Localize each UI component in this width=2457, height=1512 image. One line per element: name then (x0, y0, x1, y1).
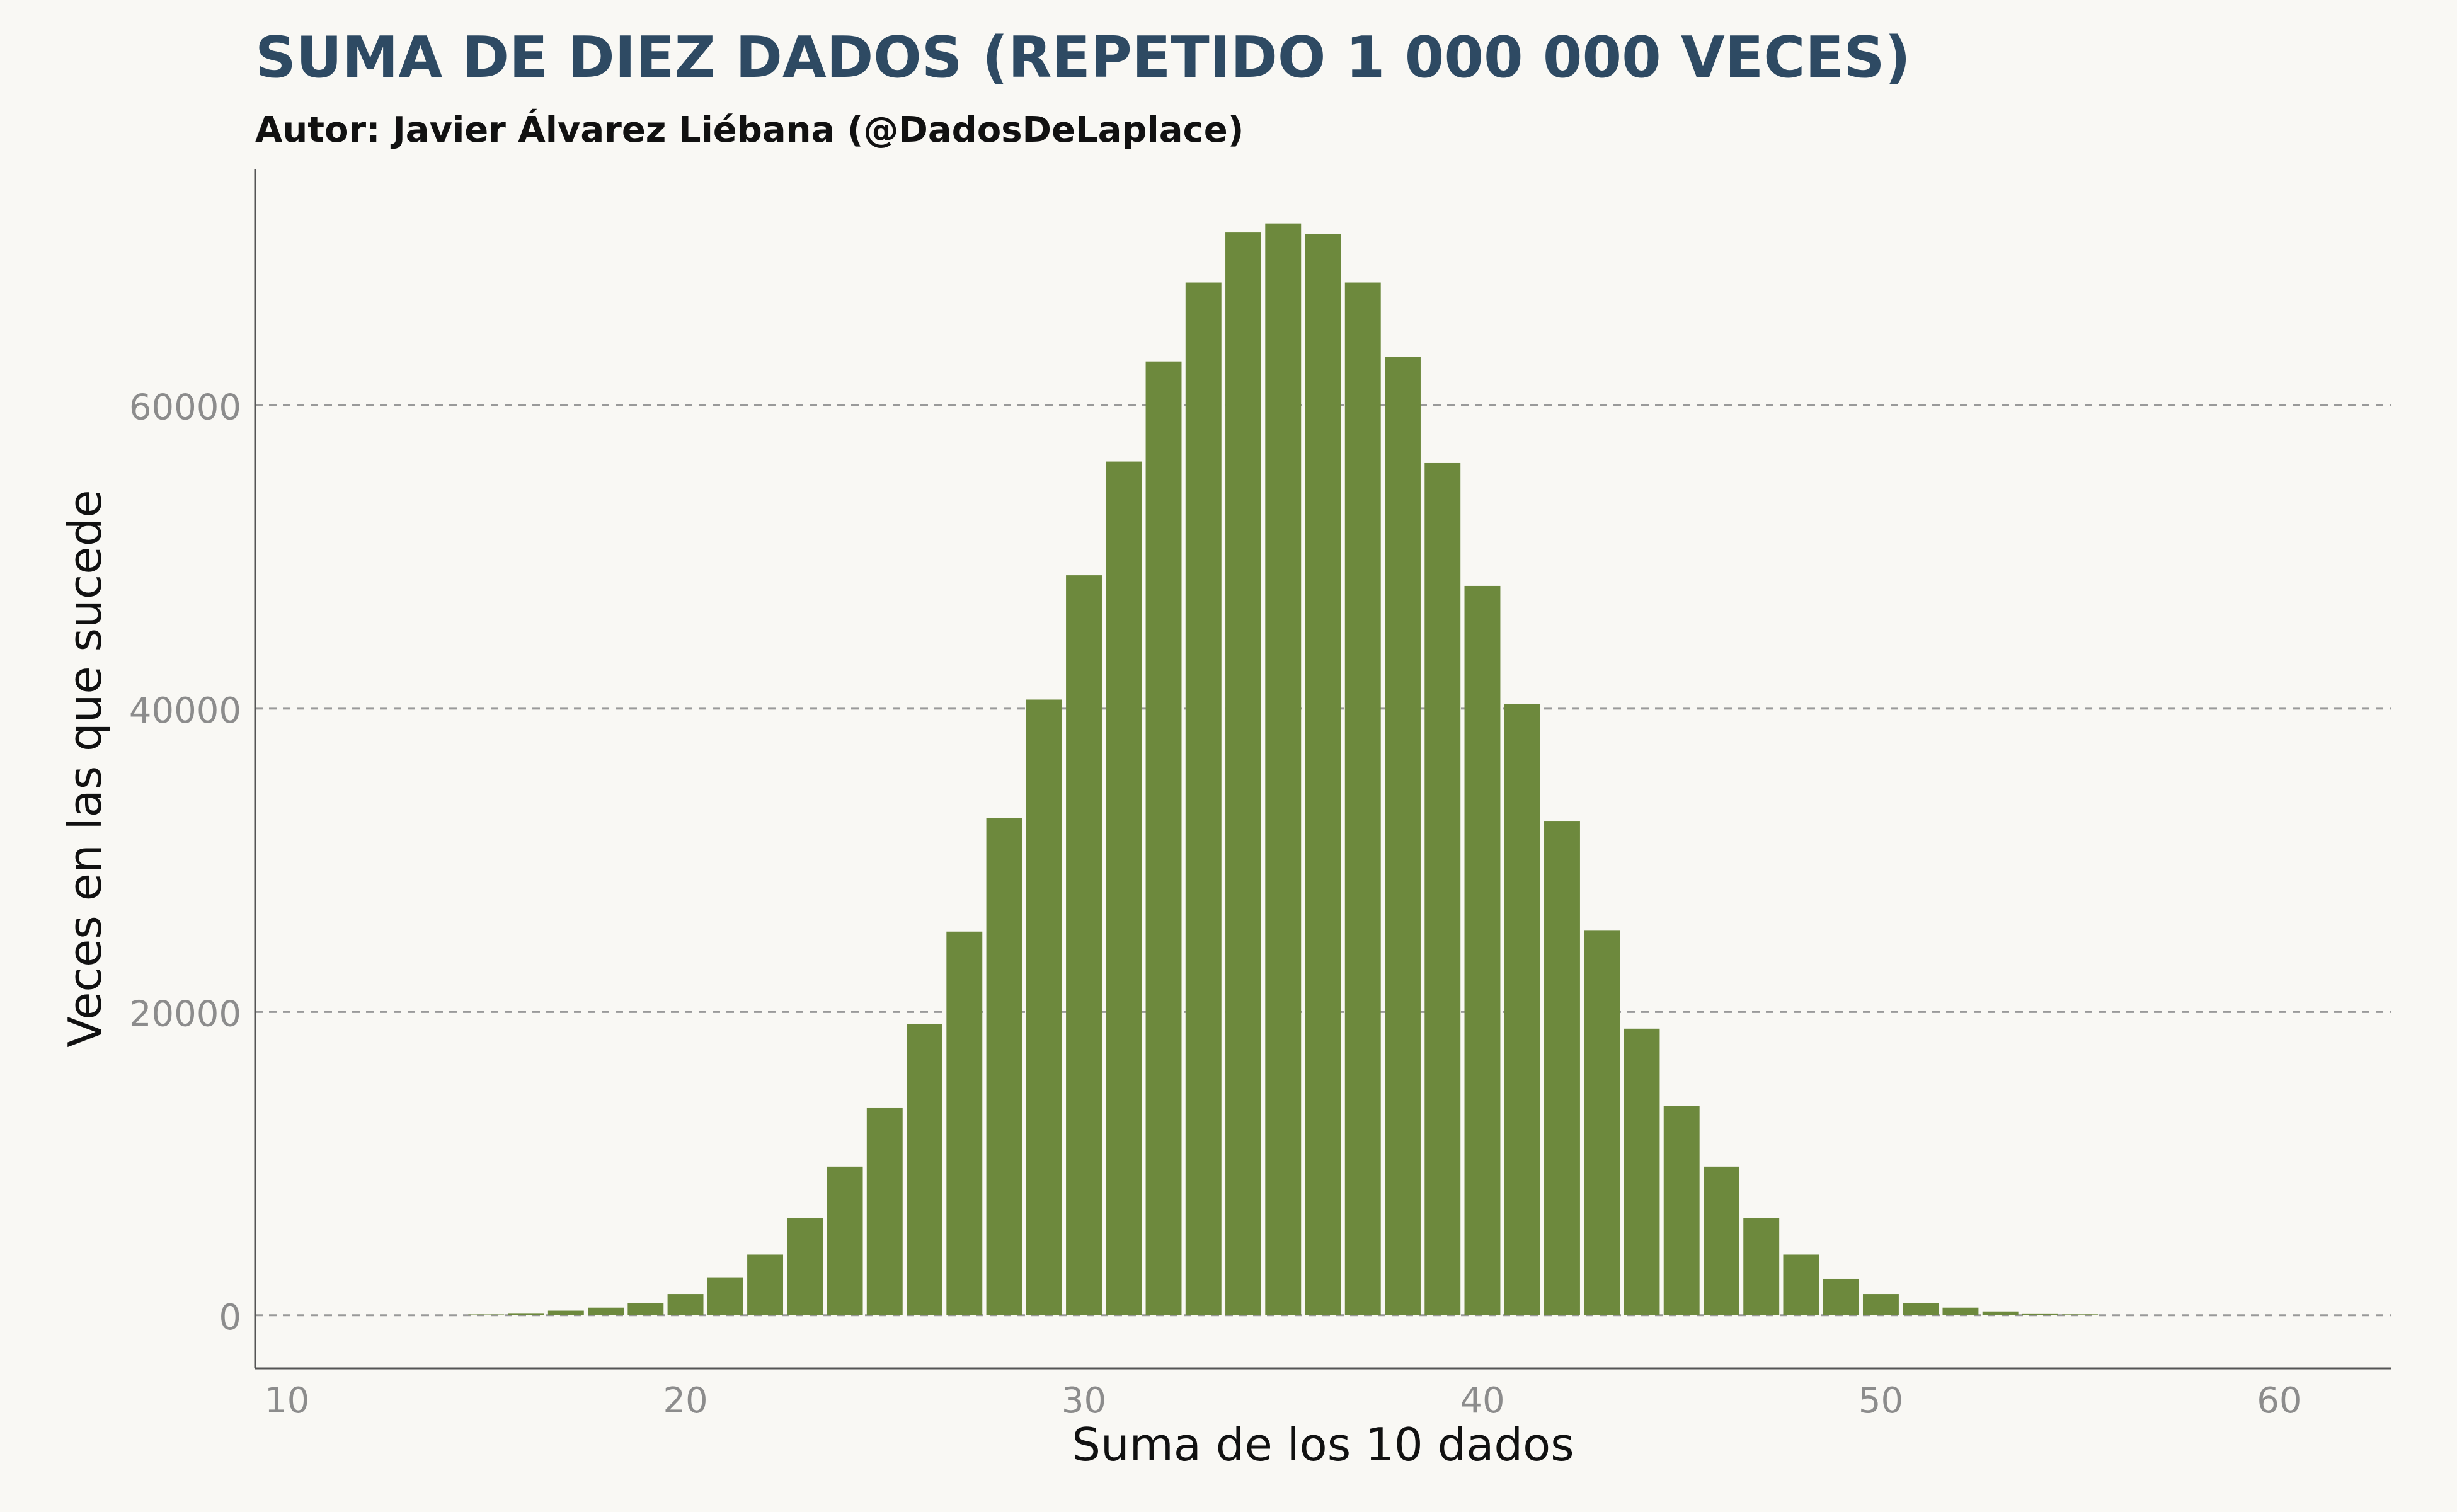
histogram-bar (468, 1314, 505, 1315)
histogram-bar (1704, 1166, 1739, 1315)
histogram-bar (2062, 1314, 2099, 1315)
histogram-bar (1464, 585, 1501, 1315)
x-tick-label: 50 (1858, 1380, 1903, 1421)
x-tick-label: 40 (1460, 1380, 1504, 1421)
histogram-bar (547, 1310, 584, 1315)
histogram-bar (827, 1166, 863, 1315)
histogram-bar (747, 1254, 784, 1315)
histogram-bar (2022, 1313, 2058, 1315)
histogram-bar (627, 1303, 664, 1315)
histogram-bar (1424, 462, 1461, 1315)
histogram-bar (1544, 821, 1580, 1315)
histogram-bar (508, 1313, 544, 1315)
histogram-bar (1584, 930, 1620, 1315)
histogram-bar (1982, 1311, 2019, 1315)
histogram-bar (1305, 234, 1341, 1315)
histogram-bar (1385, 357, 1421, 1315)
histogram-bar (1106, 461, 1142, 1315)
histogram-bar (986, 818, 1022, 1315)
histogram-bar (907, 1024, 942, 1315)
y-axis-title: Veces en las que sucede (59, 490, 112, 1047)
y-tick-label: 20000 (129, 994, 241, 1034)
histogram-bar (588, 1307, 624, 1315)
histogram-bar (1066, 575, 1102, 1315)
y-tick-label: 60000 (129, 387, 241, 428)
histogram-bar (1942, 1307, 1979, 1315)
x-tick-labels: 10 20 30 40 50 60 (265, 1380, 2302, 1421)
histogram-bar (1145, 361, 1182, 1315)
y-tick-labels: 0 20000 40000 60000 (129, 387, 241, 1338)
histogram-bar (1265, 223, 1302, 1315)
x-tick-label: 10 (265, 1380, 309, 1421)
histogram-bar (1504, 704, 1540, 1315)
x-axis-title: Suma de los 10 dados (1072, 1418, 1574, 1471)
histogram-bar (1903, 1303, 1939, 1315)
histogram-bar (1783, 1254, 1819, 1315)
bars (348, 223, 2218, 1315)
y-tick-label: 40000 (129, 690, 241, 731)
histogram-bar (667, 1294, 704, 1315)
histogram-bar (946, 931, 983, 1315)
x-tick-label: 20 (663, 1380, 707, 1421)
histogram-bar (1823, 1278, 1859, 1315)
chart-subtitle: Autor: Javier Álvarez Liébana (@DadosDeL… (255, 110, 1244, 151)
histogram-bar (1344, 282, 1381, 1315)
histogram-bar (787, 1218, 823, 1315)
histogram-bar (1185, 282, 1222, 1315)
histogram-bar (1225, 232, 1261, 1315)
histogram-bar (1026, 699, 1062, 1315)
x-tick-label: 60 (2257, 1380, 2301, 1421)
histogram-bar (1743, 1218, 1780, 1315)
histogram-bar (866, 1107, 903, 1315)
x-tick-label: 30 (1062, 1380, 1106, 1421)
histogram-bar (1663, 1106, 1700, 1315)
histogram-bar (707, 1277, 743, 1315)
histogram-bar (1624, 1028, 1660, 1315)
histogram-bar (1862, 1294, 1899, 1315)
y-tick-label: 0 (219, 1297, 241, 1338)
chart-title: SUMA DE DIEZ DADOS (REPETIDO 1 000 000 V… (255, 25, 1911, 91)
